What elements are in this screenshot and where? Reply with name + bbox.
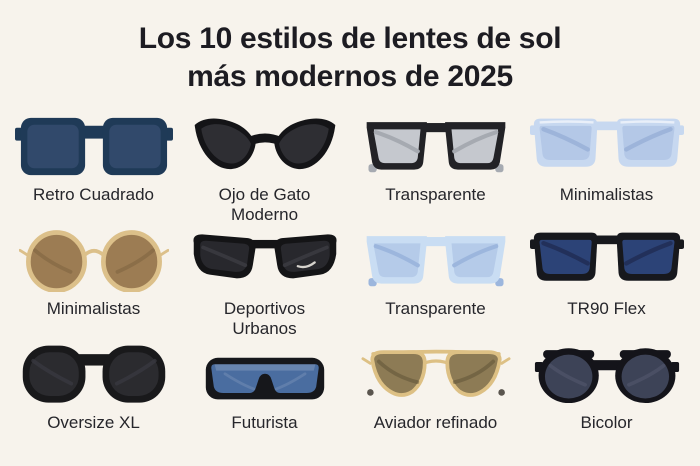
tr90-flex-sunglasses-icon (529, 224, 684, 292)
style-card: Minimalistas (8, 220, 179, 334)
aviator-sunglasses-icon (360, 338, 511, 406)
style-card: Futurista (179, 334, 350, 448)
clear-lens-sunglasses-icon (363, 110, 509, 178)
style-label: Transparente (385, 185, 486, 205)
style-label: Minimalistas (46, 299, 141, 319)
retro-square-sunglasses-icon (14, 110, 173, 178)
page-title-line2: más modernos de 2025 (187, 60, 513, 94)
style-label: Aviador refinado (373, 413, 498, 433)
style-card: Transparente (350, 220, 521, 334)
light-blue-clear-sunglasses-icon (363, 224, 509, 292)
sport-sunglasses-icon (190, 224, 340, 292)
style-label: Oversize XL (47, 413, 140, 433)
style-label: Minimalistas (559, 185, 654, 205)
style-card: Aviador refinado (350, 334, 521, 448)
oversize-sunglasses-icon (18, 338, 170, 406)
style-card: Bicolor (521, 334, 692, 448)
style-card: Ojo de Gato Moderno (179, 106, 350, 224)
style-label: Bicolor (580, 413, 633, 433)
style-label: TR90 Flex (567, 299, 646, 319)
style-label: Transparente (385, 299, 486, 319)
light-blue-rect-sunglasses-icon (529, 110, 684, 178)
round-bicolor-sunglasses-icon (534, 338, 680, 406)
style-card: Deportivos Urbanos (179, 220, 350, 338)
style-card: Transparente (350, 106, 521, 220)
style-card: Minimalistas (521, 106, 692, 220)
style-label: Deportivos Urbanos (223, 298, 306, 339)
round-wire-sunglasses-icon (18, 224, 169, 293)
style-card: TR90 Flex (521, 220, 692, 334)
style-label: Futurista (231, 413, 298, 433)
styles-grid: Retro Cuadrado Ojo de Gato Moderno Trans… (0, 96, 700, 448)
page-title-line1: Los 10 estilos de lentes de sol (138, 22, 562, 55)
page-title: Los 10 estilos de lentes de sol más mode… (0, 20, 700, 96)
style-card: Oversize XL (8, 334, 179, 448)
shield-sunglasses-icon (201, 338, 329, 406)
style-label: Retro Cuadrado (33, 185, 154, 205)
style-label: Ojo de Gato Moderno (218, 184, 311, 225)
cat-eye-sunglasses-icon (190, 110, 340, 178)
style-card: Retro Cuadrado (8, 106, 179, 220)
